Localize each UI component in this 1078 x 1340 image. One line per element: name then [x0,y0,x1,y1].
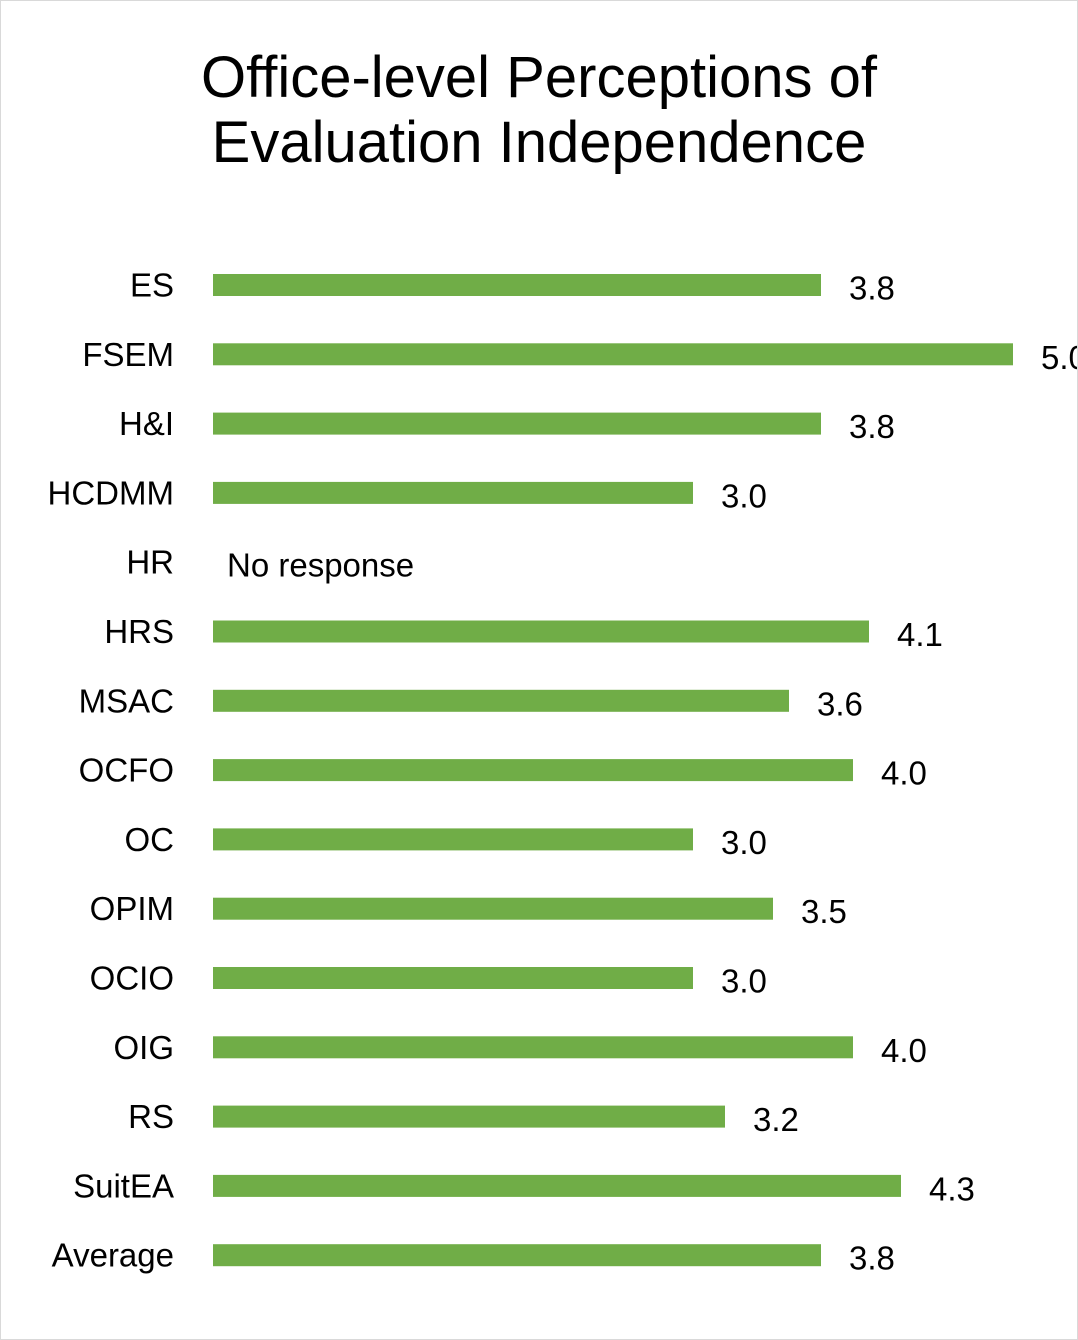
data-label: 4.0 [881,755,927,792]
category-label: OPIM [90,890,174,927]
data-label: 3.2 [753,1101,799,1138]
data-label: 3.6 [817,685,863,722]
category-label: ES [130,267,174,304]
data-label: 4.3 [929,1170,975,1207]
data-label: 3.8 [849,270,895,307]
category-label: OIG [113,1029,174,1066]
category-label: OCIO [90,960,174,997]
category-label: HRS [104,613,174,650]
bar [213,759,853,782]
category-label: RS [128,1098,174,1135]
data-label: 3.8 [849,1240,895,1277]
category-label: FSEM [82,336,174,373]
bar [213,620,869,643]
data-label: 3.8 [849,408,895,445]
category-label: HCDMM [48,474,174,511]
category-label: HR [126,544,174,581]
bar [213,481,693,504]
category-label: SuitEA [73,1167,174,1204]
bar [213,689,789,712]
bar [213,828,693,851]
category-label: OC [125,821,175,858]
data-label: 3.0 [721,477,767,514]
chart-title: Office-level Perceptions of Evaluation I… [1,45,1077,175]
bar [213,1105,725,1128]
data-label: No response [227,547,414,584]
data-label: 4.1 [897,616,943,653]
data-label: 4.0 [881,1032,927,1069]
bar [213,1244,821,1267]
bar [213,274,821,296]
data-label: 5.0 [1041,339,1077,376]
bar [213,343,1013,366]
bar [213,897,773,920]
data-label: 3.0 [721,963,767,1000]
category-label: Average [52,1237,174,1274]
chart-title-line-1: Office-level Perceptions of [201,45,877,110]
bar [213,967,693,989]
bar [213,1036,853,1059]
bar [213,412,821,435]
category-label: H&I [119,405,174,442]
bar [213,1174,901,1197]
category-label: OCFO [79,752,174,789]
chart-title-line-2: Evaluation Independence [211,110,867,175]
data-label: 3.0 [721,824,767,861]
data-label: 3.5 [801,893,847,930]
category-label: MSAC [79,682,174,719]
